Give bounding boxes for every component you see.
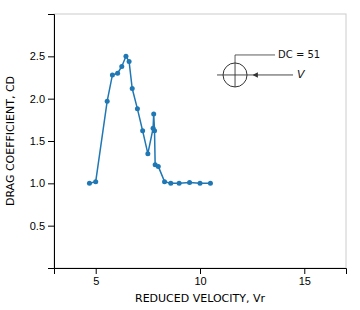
point [156,164,161,169]
tick: 0.5 [30,220,54,232]
series [87,54,213,186]
point [177,181,182,186]
tick-label: 10 [194,275,206,287]
point [208,181,213,186]
tick-label: 1.5 [30,135,45,147]
point [145,151,150,156]
cylinder-diagram: DC = 51 V [217,49,320,87]
tick-label: 2.0 [30,93,45,105]
y-axis-title: DRAG COEFFICIENT, CD [4,76,17,206]
crosshair [235,63,236,87]
point [87,181,92,186]
tick: 1.5 [30,135,54,147]
point [119,64,124,69]
point [168,181,173,186]
point [130,86,135,91]
tick: 10 [194,268,206,287]
point [110,72,115,77]
point [152,128,157,133]
plot-frame [54,14,346,268]
point [105,99,110,104]
line [89,56,210,183]
point [140,128,145,133]
y-axis: 0.5 1.0 1.5 2.0 2.5 [30,15,55,269]
point [187,180,192,185]
tick-mark [200,268,201,274]
axis-line [48,15,55,269]
point [135,106,140,111]
point [151,111,156,116]
tick-mark [96,268,97,274]
x-axis-title: REDUCED VELOCITY, Vr [135,292,265,305]
annotation: V [297,68,306,81]
tick: 1.0 [30,177,54,189]
tick-mark [48,56,54,57]
axis-line [55,269,347,275]
tick-mark [304,268,305,274]
tick-label: 0.5 [30,220,45,232]
x-axis: 5 10 15 [55,268,347,287]
point [123,54,128,59]
chart: 5 10 15 0.5 1.0 1.5 2.0 2.5 DC = 51 V REDUCED VELO… [0,0,360,310]
point [115,71,120,76]
tick: 2.0 [30,93,54,105]
tick-mark [48,141,54,142]
tick: 15 [299,268,311,287]
tick-mark [48,183,54,184]
point [127,59,132,64]
point [162,179,167,184]
plot: 5 10 15 0.5 1.0 1.5 2.0 2.5 DC = 51 V [30,14,347,287]
tick-label: 15 [299,275,311,287]
annotation: DC = 51 [278,49,320,60]
tick-mark [48,99,54,100]
tick-label: 2.5 [30,50,45,62]
point [93,179,98,184]
tick-mark [48,226,54,227]
point [198,181,203,186]
tick: 5 [93,268,99,287]
tick: 2.5 [30,50,54,62]
tick-label: 1.0 [30,177,45,189]
flow-arrow [253,74,293,75]
leader-line [235,55,275,63]
tick-label: 5 [93,275,99,287]
